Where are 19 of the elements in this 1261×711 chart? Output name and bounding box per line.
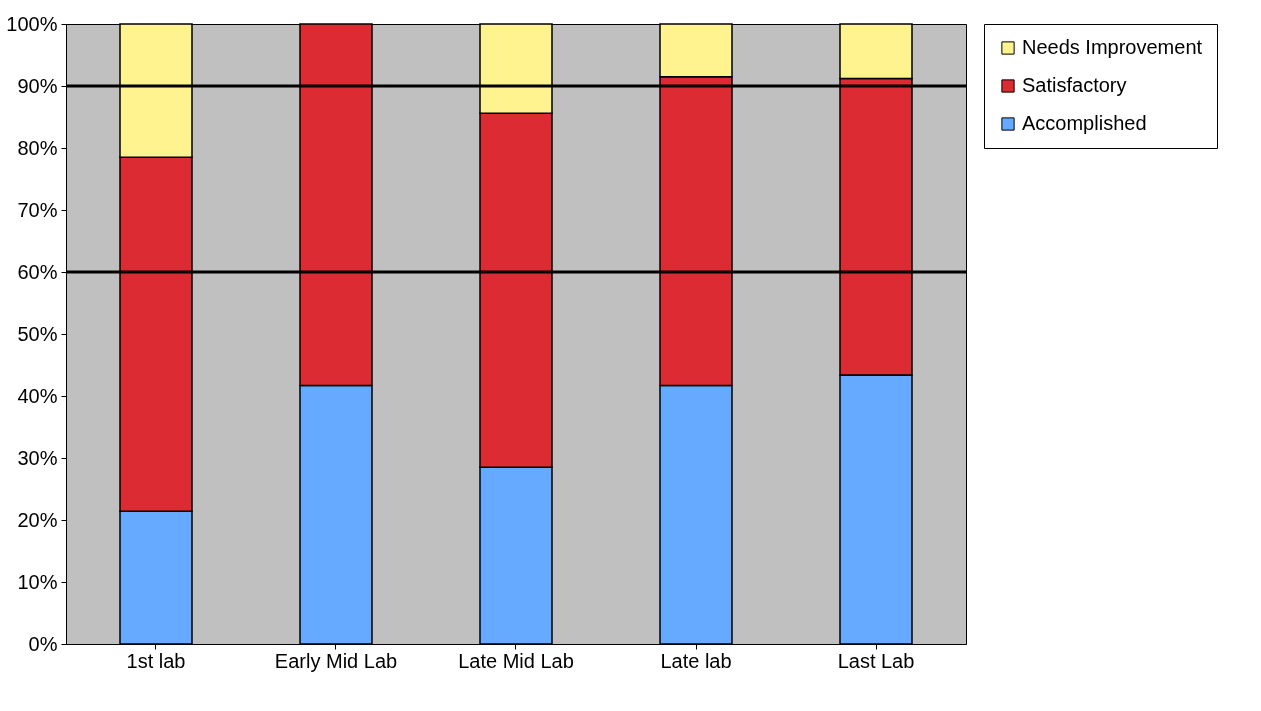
y-tick-label: 30% — [17, 446, 58, 469]
legend-label: Accomplished — [1022, 112, 1147, 134]
legend-label: Needs Improvement — [1022, 36, 1203, 58]
x-tick-label: Late lab — [660, 649, 732, 672]
x-tick-label: Early Mid Lab — [274, 649, 398, 672]
y-tick-label: 90% — [17, 74, 58, 97]
y-tick-label: 80% — [17, 136, 58, 159]
x-tick-label: Late Mid Lab — [458, 649, 574, 672]
y-tick-label: 0% — [28, 632, 58, 655]
y-tick-label: 60% — [17, 260, 58, 283]
y-tick-label: 100% — [6, 12, 58, 35]
y-tick-label: 50% — [17, 322, 58, 345]
y-tick-label: 40% — [17, 384, 58, 407]
x-tick-label: Last Lab — [837, 649, 915, 672]
y-tick-label: 70% — [17, 198, 58, 221]
y-tick-label: 10% — [17, 570, 58, 593]
y-tick-label: 20% — [17, 508, 58, 531]
x-tick-label: 1st lab — [126, 649, 186, 672]
legend-label: Satisfactory — [1022, 74, 1127, 96]
